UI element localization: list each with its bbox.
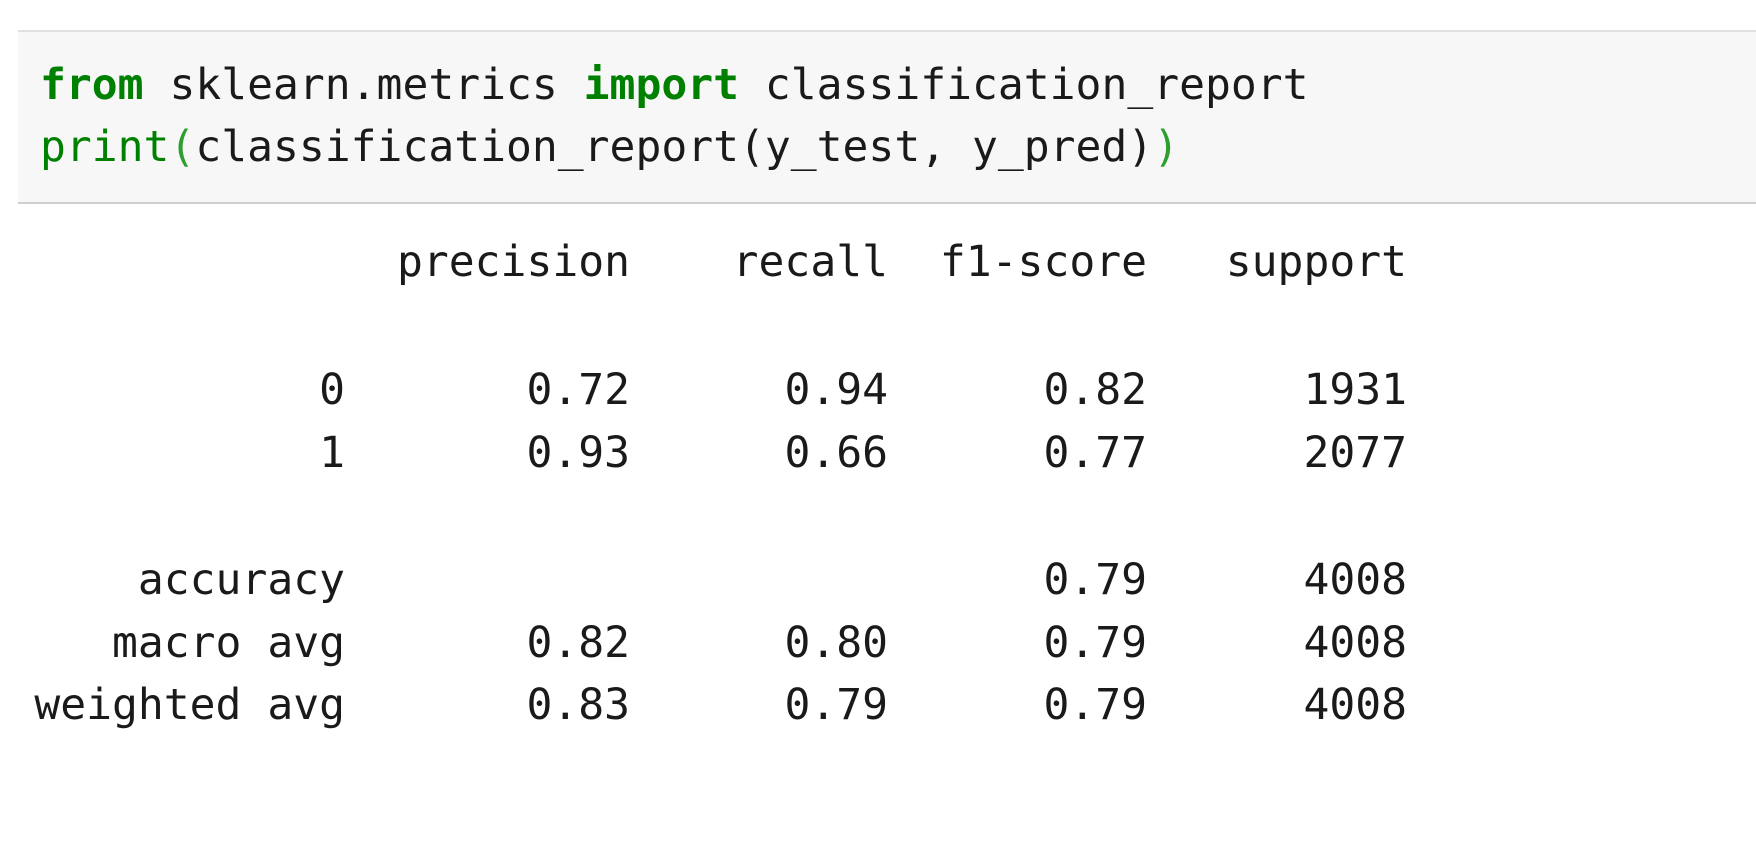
metric-value: 1931: [1303, 365, 1407, 415]
row-label: 1: [319, 427, 345, 478]
metric-value: 0.79: [1043, 617, 1147, 668]
metric-value: 4008: [1303, 555, 1407, 605]
metric-value: 0.93: [526, 427, 630, 478]
code-line: print(classification_report(y_test, y_pr…: [40, 122, 1179, 172]
metric-value: 0.72: [526, 365, 630, 415]
column-header: recall: [732, 237, 888, 287]
code-token: sklearn.metrics: [143, 60, 584, 110]
metric-value: 0.79: [784, 680, 888, 730]
row-label: macro avg: [112, 617, 345, 668]
code-token: ): [1153, 122, 1180, 172]
metric-value: 2077: [1303, 427, 1407, 478]
code-cell[interactable]: from sklearn.metrics import classificati…: [18, 30, 1756, 204]
row-label: 0: [319, 365, 345, 415]
metric-value: 0.79: [1043, 555, 1147, 605]
metric-value: 0.94: [784, 365, 888, 415]
code-token: classification_report(y_test, y_pred): [195, 122, 1154, 172]
metric-value: 0.80: [784, 617, 888, 668]
code-token: classification_report: [739, 60, 1309, 110]
column-header: f1-score: [939, 237, 1147, 287]
metric-value: 0.83: [526, 680, 630, 730]
code-token: from: [40, 60, 144, 110]
metric-value: 4008: [1303, 680, 1407, 730]
code-line: from sklearn.metrics import classificati…: [40, 60, 1309, 110]
metric-value: 0.79: [1043, 680, 1147, 730]
code-token: import: [583, 60, 740, 110]
metric-value: 0.77: [1043, 427, 1147, 478]
code-token: (: [169, 122, 196, 172]
row-label: accuracy: [137, 555, 345, 605]
metric-value: 0.82: [1043, 365, 1147, 415]
metric-value: 4008: [1303, 617, 1407, 668]
code-token: print: [40, 122, 170, 172]
column-header: precision: [397, 237, 630, 287]
column-header: support: [1225, 237, 1407, 287]
row-label: weighted avg: [34, 680, 345, 730]
metric-value: 0.82: [526, 617, 630, 668]
metric-value: 0.66: [784, 427, 888, 478]
